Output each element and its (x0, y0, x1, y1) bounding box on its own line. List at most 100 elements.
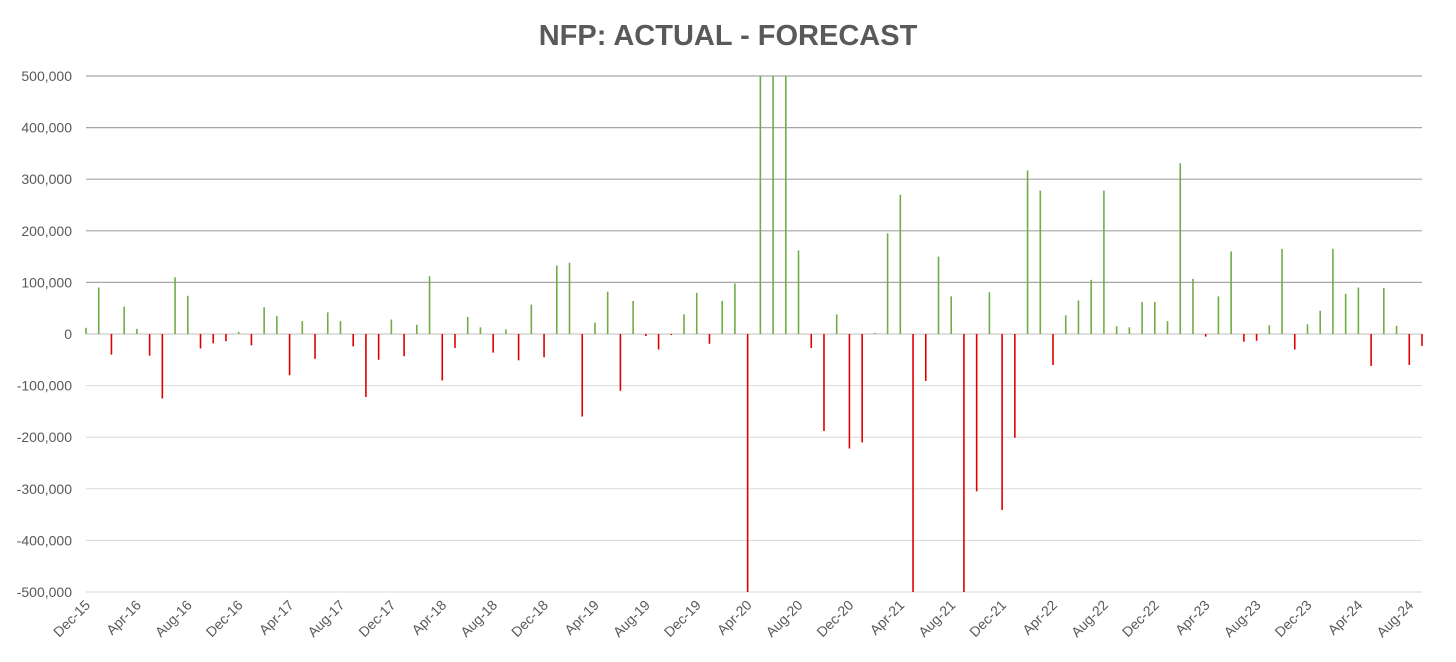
bar (1370, 334, 1372, 366)
bar (123, 306, 125, 334)
bar (530, 304, 533, 334)
bar (695, 292, 698, 334)
y-tick-label: -500,000 (17, 584, 72, 600)
x-tick-label: Dec-17 (355, 597, 398, 640)
x-tick-label: Apr-20 (714, 597, 755, 638)
bar (555, 265, 558, 334)
bar (581, 334, 584, 417)
bar (721, 300, 723, 334)
bar (1141, 302, 1143, 334)
bar (1115, 326, 1118, 334)
bar (797, 250, 800, 334)
bar (1344, 293, 1347, 334)
bar (874, 332, 876, 334)
bar (937, 256, 940, 334)
y-tick-label: 500,000 (21, 68, 72, 84)
y-tick-label: -400,000 (17, 532, 72, 548)
bar (441, 334, 444, 381)
bar (1230, 251, 1232, 334)
bar (1064, 315, 1067, 334)
bar (237, 331, 240, 334)
bar (912, 334, 914, 592)
x-tick-label: Apr-22 (1019, 597, 1060, 638)
bar (823, 334, 825, 432)
bar (186, 295, 189, 334)
bar (810, 334, 813, 348)
bar (314, 334, 316, 359)
bar (352, 334, 354, 347)
bar (377, 334, 380, 360)
bar (645, 334, 647, 337)
bar (174, 277, 176, 334)
x-tick-label: Dec-20 (813, 597, 856, 640)
bar (416, 324, 418, 334)
x-tick-label: Apr-17 (256, 597, 297, 638)
bar (670, 334, 673, 336)
x-tick-label: Aug-24 (1373, 597, 1416, 640)
bar (1383, 288, 1385, 334)
bar (1179, 163, 1182, 334)
bar (1255, 334, 1258, 341)
bar (339, 321, 342, 334)
bar (148, 334, 151, 356)
bar (1052, 334, 1054, 365)
bar (1204, 334, 1207, 337)
bar (212, 334, 215, 344)
bar (1154, 302, 1156, 334)
bar (225, 334, 227, 342)
bar (1243, 334, 1245, 342)
bar (1332, 248, 1334, 334)
x-tick-label: Aug-20 (762, 597, 805, 640)
bar (683, 314, 685, 334)
y-tick-label: 400,000 (21, 120, 72, 136)
bar (886, 233, 889, 334)
y-tick-label: 0 (64, 326, 72, 342)
x-tick-label: Dec-22 (1119, 597, 1162, 640)
bar (517, 334, 520, 361)
bar (1128, 327, 1131, 334)
chart-title: NFP: ACTUAL - FORECAST (539, 20, 918, 52)
bar (632, 300, 634, 334)
bar (835, 314, 838, 334)
bar (1090, 279, 1092, 334)
x-tick-label: Aug-22 (1068, 597, 1111, 640)
bar (899, 194, 902, 334)
bar (1281, 248, 1283, 334)
bar (772, 76, 774, 334)
x-tick-label: Dec-18 (508, 597, 551, 640)
bar (97, 287, 100, 334)
bar (1395, 325, 1398, 334)
x-tick-label: Aug-18 (457, 597, 500, 640)
bar (1408, 334, 1411, 365)
bar (619, 334, 622, 391)
x-tick-label: Aug-23 (1220, 597, 1263, 640)
bar (263, 307, 265, 334)
bar (1217, 296, 1220, 334)
bar (110, 334, 113, 355)
bar (848, 334, 851, 449)
bar (1077, 300, 1080, 334)
bar (1421, 334, 1423, 346)
bar (390, 319, 393, 334)
x-tick-label: Aug-17 (304, 597, 347, 640)
x-tick-label: Apr-16 (103, 597, 144, 638)
bar (365, 334, 367, 397)
bar (1357, 287, 1360, 334)
x-tick-label: Apr-21 (866, 597, 907, 638)
bar (454, 334, 456, 348)
bar (1319, 310, 1322, 334)
bar (543, 334, 545, 358)
bar (1039, 190, 1042, 334)
y-tick-label: 300,000 (21, 171, 72, 187)
x-tick-label: Dec-16 (203, 597, 246, 640)
bar (568, 262, 571, 334)
bar (479, 327, 482, 334)
bar (466, 316, 469, 334)
bar (1026, 170, 1029, 334)
x-tick-label: Dec-21 (966, 597, 1009, 640)
bar (988, 292, 991, 334)
x-tick-label: Apr-23 (1172, 597, 1213, 638)
y-tick-label: -200,000 (17, 429, 72, 445)
bar (746, 334, 749, 592)
bar (734, 283, 736, 334)
